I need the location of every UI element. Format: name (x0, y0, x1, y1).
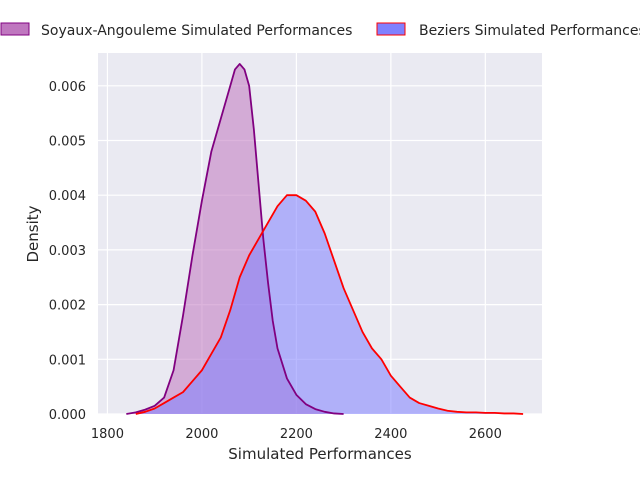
x-axis-ticks: 1800 2000 2200 2400 2600 (91, 427, 502, 442)
y-axis-ticks: 0.000 0.001 0.002 0.003 0.004 0.005 0.006 (49, 80, 86, 423)
y-tick-label: 0.006 (49, 80, 86, 95)
x-tick-label: 2400 (374, 427, 407, 442)
legend-label-beziers: Beziers Simulated Performances (419, 23, 640, 39)
legend: Soyaux-Angouleme Simulated Performances … (0, 22, 640, 39)
y-tick-label: 0.001 (49, 353, 86, 368)
x-tick-label: 1800 (91, 427, 124, 442)
series-area-0 (126, 63, 344, 414)
y-tick-label: 0.003 (49, 244, 86, 259)
x-tick-label: 2600 (469, 427, 502, 442)
legend-swatch-beziers (376, 22, 406, 36)
series-area-1 (135, 195, 524, 414)
y-tick-label: 0.000 (49, 408, 86, 423)
x-tick-label: 2200 (280, 427, 313, 442)
y-tick-label: 0.005 (49, 135, 86, 150)
series-line-1 (135, 194, 524, 415)
series-areas (126, 63, 524, 415)
y-tick-label: 0.002 (49, 299, 86, 314)
legend-label-soyaux: Soyaux-Angouleme Simulated Performances (41, 23, 352, 39)
x-axis-label: Simulated Performances (228, 445, 412, 463)
y-axis-label: Density (24, 205, 42, 262)
legend-swatch-soyaux (0, 22, 30, 36)
y-tick-label: 0.004 (49, 189, 86, 204)
series-line-0 (126, 63, 344, 415)
x-tick-label: 2000 (185, 427, 218, 442)
